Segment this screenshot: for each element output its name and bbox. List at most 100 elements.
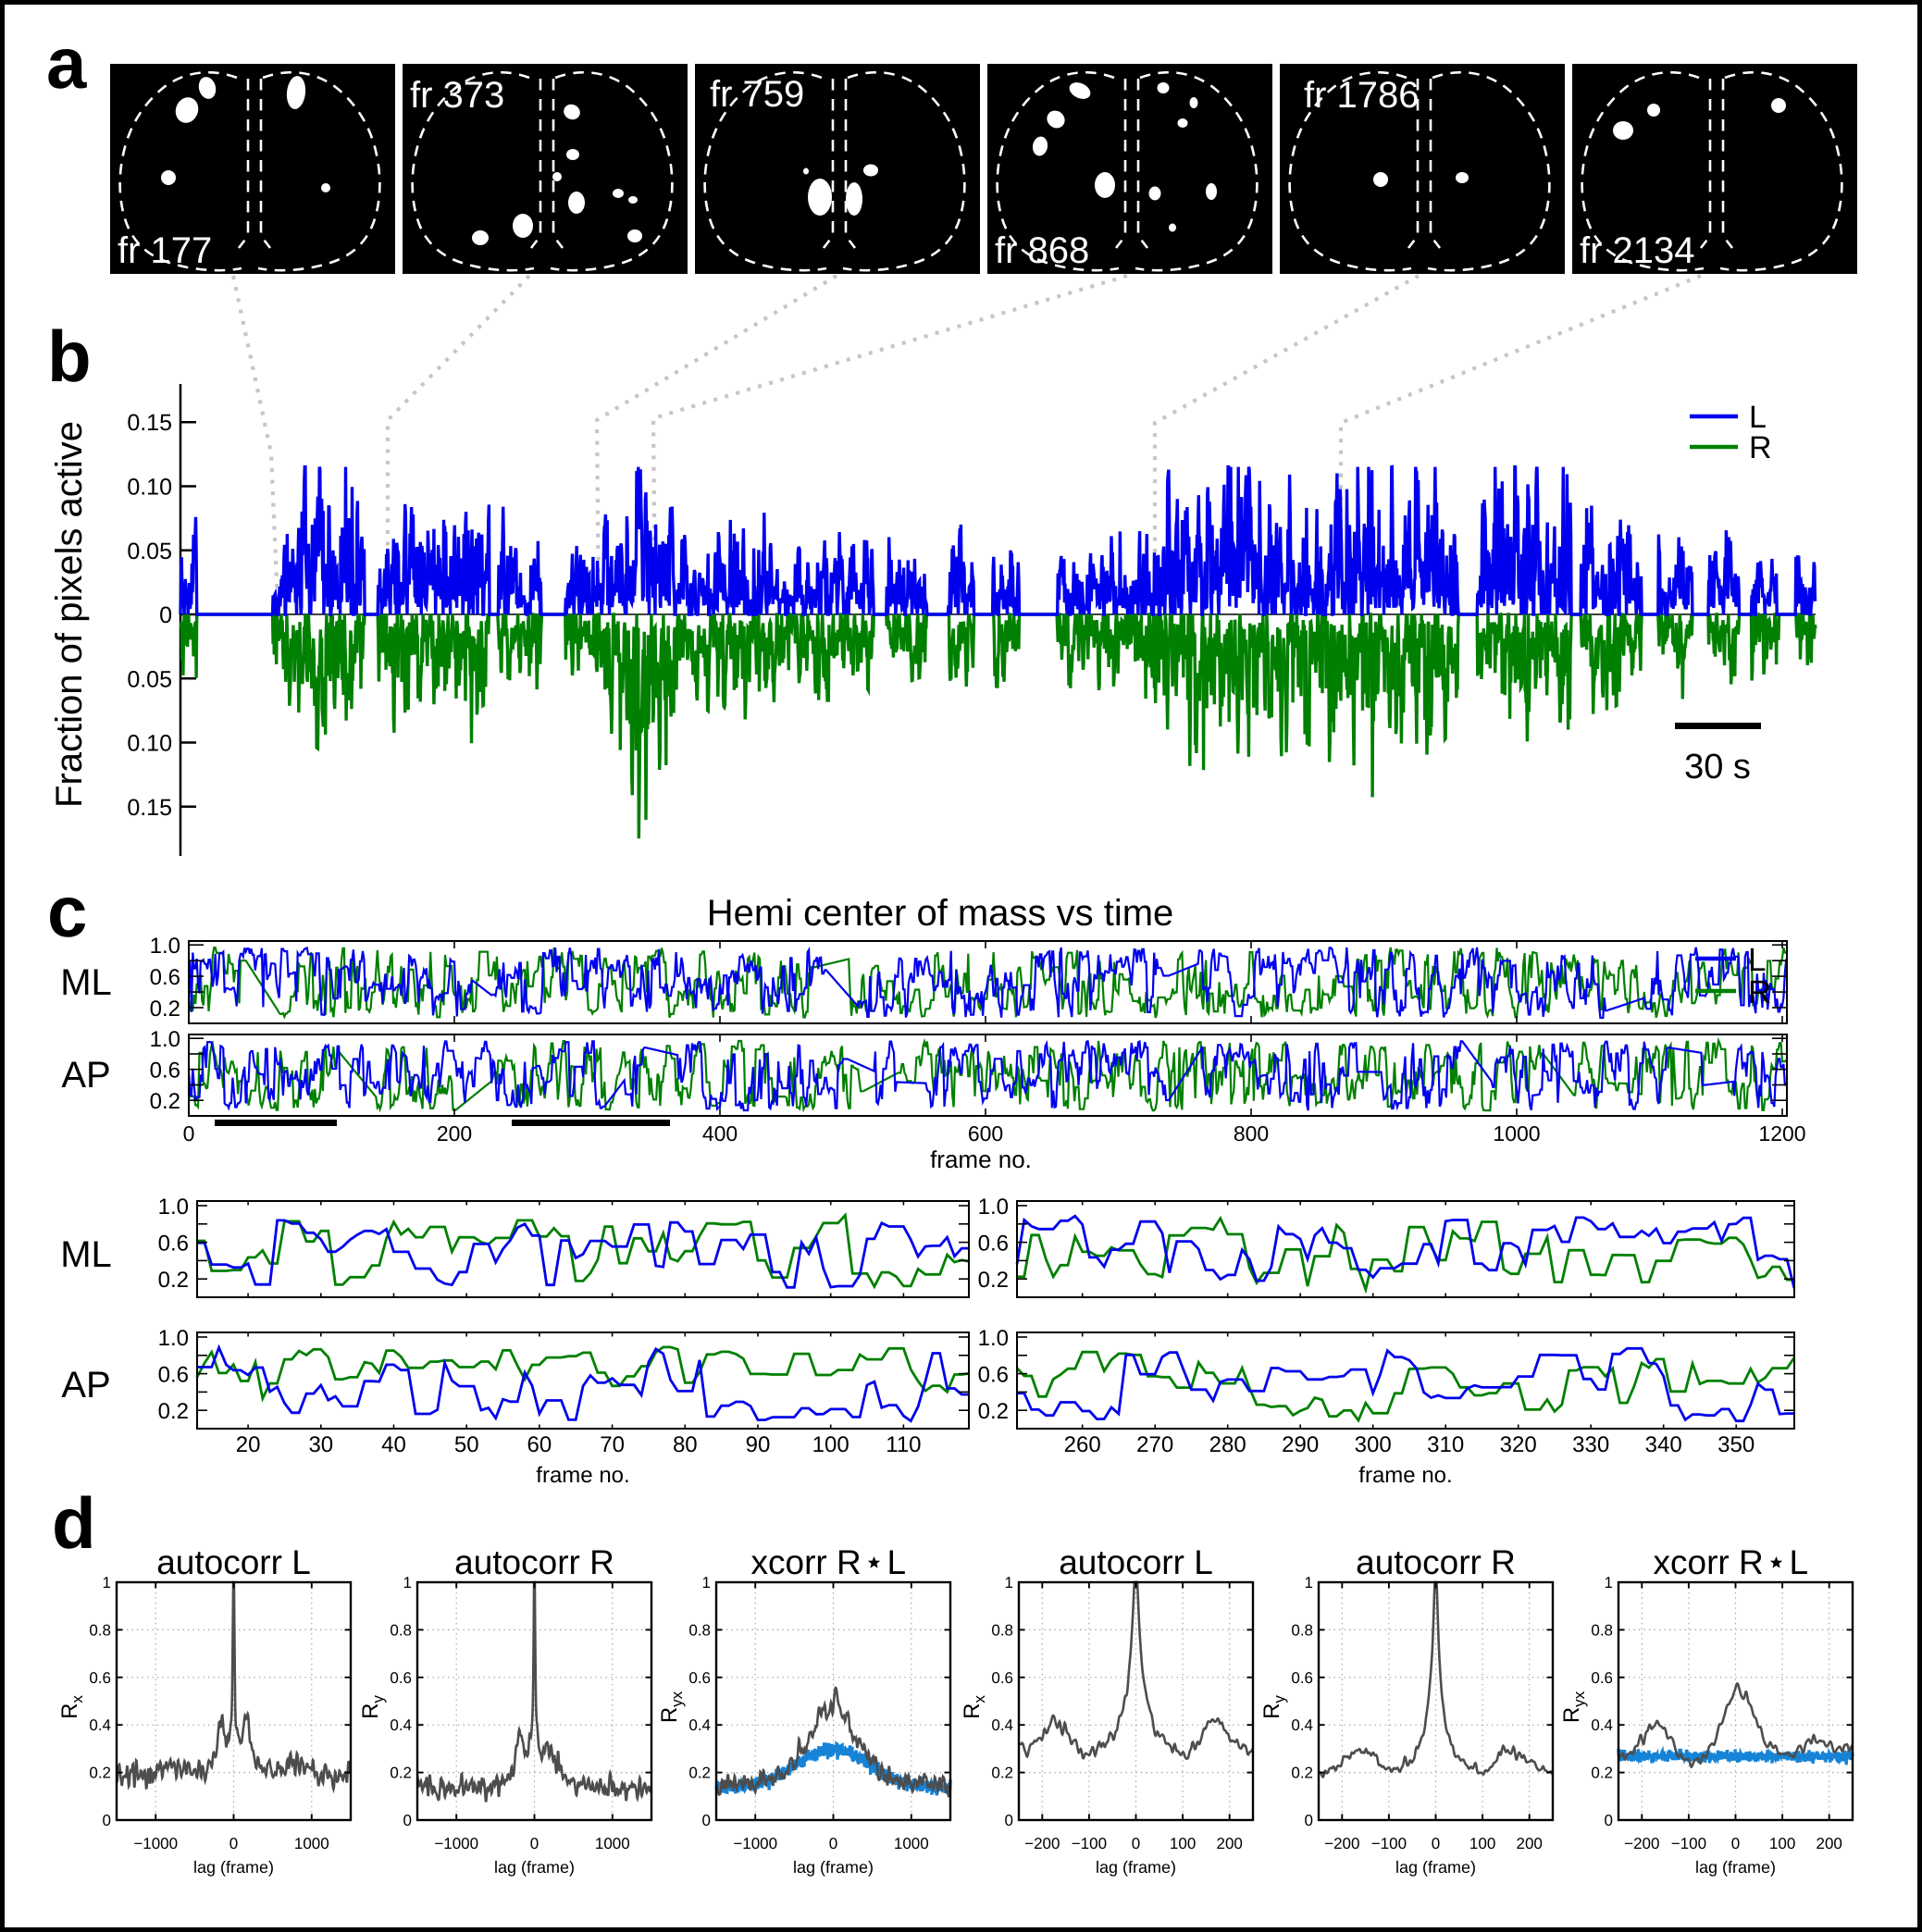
svg-text:0.8: 0.8 (89, 1621, 111, 1639)
svg-text:lag (frame): lag (frame) (793, 1858, 874, 1876)
svg-text:1000: 1000 (894, 1835, 929, 1852)
svg-text:0: 0 (530, 1835, 539, 1852)
svg-text:30 s: 30 s (1684, 748, 1751, 786)
svg-text:600: 600 (968, 1121, 1003, 1146)
svg-text:fr 373: fr 373 (410, 75, 504, 116)
svg-text:0: 0 (1132, 1835, 1140, 1852)
svg-text:0.8: 0.8 (390, 1621, 412, 1639)
svg-text:frame no.: frame no. (1358, 1463, 1452, 1488)
svg-text:0.10: 0.10 (127, 475, 172, 501)
svg-text:0.05: 0.05 (127, 539, 172, 564)
svg-text:1: 1 (1005, 1574, 1013, 1591)
svg-text:L: L (1790, 1543, 1809, 1581)
svg-text:0: 0 (1005, 1812, 1013, 1829)
svg-text:50: 50 (454, 1432, 479, 1457)
svg-text:0.4: 0.4 (89, 1716, 111, 1734)
svg-text:280: 280 (1209, 1432, 1246, 1457)
svg-text:1.0: 1.0 (158, 1326, 189, 1351)
svg-text:0: 0 (103, 1812, 111, 1829)
svg-text:0.6: 0.6 (89, 1669, 111, 1687)
svg-text:1.0: 1.0 (150, 1027, 180, 1052)
svg-text:1.0: 1.0 (150, 934, 180, 959)
svg-text:L: L (1749, 400, 1767, 435)
svg-text:0.6: 0.6 (390, 1669, 412, 1687)
svg-text:0.4: 0.4 (991, 1716, 1013, 1734)
svg-text:0: 0 (1432, 1835, 1440, 1852)
svg-text:340: 340 (1645, 1432, 1682, 1457)
svg-text:0: 0 (1305, 1812, 1313, 1829)
svg-text:0.6: 0.6 (978, 1232, 1009, 1257)
svg-text:1200: 1200 (1758, 1121, 1805, 1146)
svg-text:0.2: 0.2 (150, 1089, 180, 1114)
svg-text:0: 0 (1731, 1835, 1740, 1852)
svg-text:260: 260 (1064, 1432, 1101, 1457)
svg-text:fr 177: fr 177 (118, 230, 212, 271)
svg-text:320: 320 (1500, 1432, 1537, 1457)
svg-text:R: R (1749, 430, 1772, 465)
svg-text:0.2: 0.2 (978, 1399, 1009, 1424)
svg-text:200: 200 (1817, 1835, 1842, 1852)
svg-text:0: 0 (702, 1812, 711, 1829)
svg-text:0.2: 0.2 (158, 1268, 189, 1293)
svg-text:330: 330 (1572, 1432, 1609, 1457)
svg-text:−1000: −1000 (434, 1835, 478, 1852)
svg-text:0.2: 0.2 (390, 1765, 412, 1782)
svg-text:0.6: 0.6 (150, 1059, 180, 1084)
svg-text:200: 200 (437, 1121, 472, 1146)
svg-text:1000: 1000 (294, 1835, 329, 1852)
svg-text:AP: AP (61, 1365, 110, 1406)
svg-text:0.10: 0.10 (127, 731, 172, 757)
svg-text:0.8: 0.8 (991, 1621, 1013, 1639)
svg-text:310: 310 (1427, 1432, 1464, 1457)
svg-text:−1000: −1000 (733, 1835, 777, 1852)
svg-text:1: 1 (702, 1574, 711, 1591)
svg-text:100: 100 (1170, 1835, 1196, 1852)
svg-text:0.8: 0.8 (1291, 1621, 1313, 1639)
svg-text:1.0: 1.0 (158, 1195, 189, 1220)
svg-text:0.2: 0.2 (688, 1765, 711, 1782)
svg-text:30: 30 (308, 1432, 333, 1457)
svg-text:0.2: 0.2 (89, 1765, 111, 1782)
svg-text:fr 1786: fr 1786 (1304, 75, 1420, 116)
svg-text:−200: −200 (1624, 1835, 1659, 1852)
svg-text:1.0: 1.0 (978, 1326, 1009, 1351)
svg-text:autocorr L: autocorr L (1059, 1543, 1213, 1581)
svg-text:0.6: 0.6 (150, 965, 180, 990)
svg-text:0.6: 0.6 (1291, 1669, 1313, 1687)
svg-text:−100: −100 (1072, 1835, 1107, 1852)
svg-text:110: 110 (886, 1432, 921, 1457)
svg-text:40: 40 (381, 1432, 406, 1457)
svg-text:0.15: 0.15 (127, 410, 172, 436)
svg-text:b: b (47, 316, 92, 397)
svg-text:lag (frame): lag (frame) (494, 1858, 575, 1876)
svg-text:lag (frame): lag (frame) (1695, 1858, 1776, 1876)
svg-text:70: 70 (600, 1432, 625, 1457)
svg-text:L: L (1748, 942, 1766, 978)
svg-text:800: 800 (1234, 1121, 1269, 1146)
svg-text:0.2: 0.2 (978, 1268, 1009, 1293)
svg-text:0.2: 0.2 (158, 1399, 189, 1424)
svg-text:270: 270 (1136, 1432, 1173, 1457)
svg-text:−200: −200 (1324, 1835, 1359, 1852)
svg-text:0.6: 0.6 (158, 1363, 189, 1388)
svg-text:0.2: 0.2 (1291, 1765, 1313, 1782)
svg-text:100: 100 (1769, 1835, 1795, 1852)
svg-text:0.6: 0.6 (688, 1669, 711, 1687)
svg-text:1000: 1000 (595, 1835, 630, 1852)
svg-text:c: c (47, 871, 87, 952)
svg-text:1: 1 (403, 1574, 412, 1591)
svg-text:0.6: 0.6 (1591, 1669, 1613, 1687)
svg-text:0.05: 0.05 (127, 666, 172, 692)
svg-text:0.15: 0.15 (127, 795, 172, 821)
svg-text:0.6: 0.6 (158, 1232, 189, 1257)
svg-text:fr 759: fr 759 (710, 74, 804, 115)
svg-text:fr 868: fr 868 (995, 230, 1089, 271)
svg-text:0.4: 0.4 (390, 1716, 412, 1734)
svg-text:−1000: −1000 (133, 1835, 178, 1852)
svg-text:0: 0 (159, 602, 172, 628)
svg-text:0.2: 0.2 (1591, 1765, 1613, 1782)
svg-text:L: L (887, 1543, 907, 1581)
svg-text:0.4: 0.4 (688, 1716, 711, 1734)
svg-text:0.8: 0.8 (1591, 1621, 1613, 1639)
svg-text:0.6: 0.6 (978, 1363, 1009, 1388)
